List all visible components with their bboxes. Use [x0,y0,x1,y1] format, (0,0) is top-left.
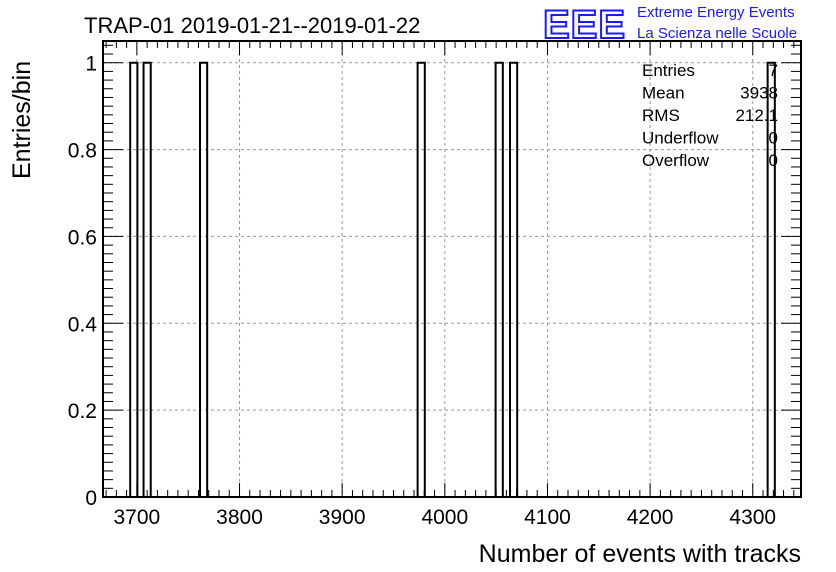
x-tick-labels: 3700 3800 3900 4000 4100 4200 4300 [114,506,777,529]
stat-value: 3938 [740,84,778,103]
histogram-bar [416,61,426,497]
histogram-bar [766,61,776,497]
stat-label: Underflow [642,129,719,148]
y-tick-label: 0.6 [68,226,97,249]
stat-value: 0 [769,151,778,170]
stat-value: 7 [769,61,778,80]
logo-line-1: Extreme Energy Events [637,4,795,21]
stat-label: RMS [642,106,680,125]
y-tick-label: 0.2 [68,400,97,423]
y-tick-label: 0.8 [68,140,97,163]
stat-label: Entries [642,61,695,80]
axis-ticks [103,41,801,498]
histogram-bar [494,61,504,497]
stat-value: 212.1 [735,106,778,125]
histogram-bar [508,61,519,497]
histogram-bar [199,61,209,497]
x-tick-label: 4200 [627,506,674,529]
x-tick-label: 3700 [114,506,161,529]
histogram-bars [129,61,776,497]
stat-label: Mean [642,84,685,103]
eee-logo-mark: EEE [543,3,626,47]
y-tick-label: 0.4 [68,313,98,336]
y-tick-label: 0 [85,487,97,510]
chart-title: TRAP-01 2019-01-21--2019-01-22 [84,13,420,38]
statistics-box: Entries 7 Mean 3938 RMS 212.1 Underflow 0 Overfl… [642,61,778,170]
y-axis-label: Entries/bin [8,61,36,179]
y-tick-labels: 0 0.2 0.4 0.6 0.8 1 [68,53,98,510]
eee-logo: EEE Extreme Energy Events La Scienza nel… [542,2,797,48]
x-tick-label: 4000 [421,506,468,529]
stat-value: 0 [769,129,778,148]
histogram-bar [142,61,152,497]
grid-lines [103,41,801,497]
stat-label: Overflow [642,151,710,170]
histogram-bar [129,61,139,497]
x-tick-label: 3900 [319,506,366,529]
x-tick-label: 3800 [216,506,263,529]
logo-line-2: La Scienza nelle Scuole [637,25,797,42]
x-tick-label: 4100 [524,506,571,529]
x-axis-label: Number of events with tracks [479,540,801,568]
plot-frame [102,40,802,498]
x-tick-label: 4300 [729,506,776,529]
y-tick-label: 1 [85,53,97,76]
